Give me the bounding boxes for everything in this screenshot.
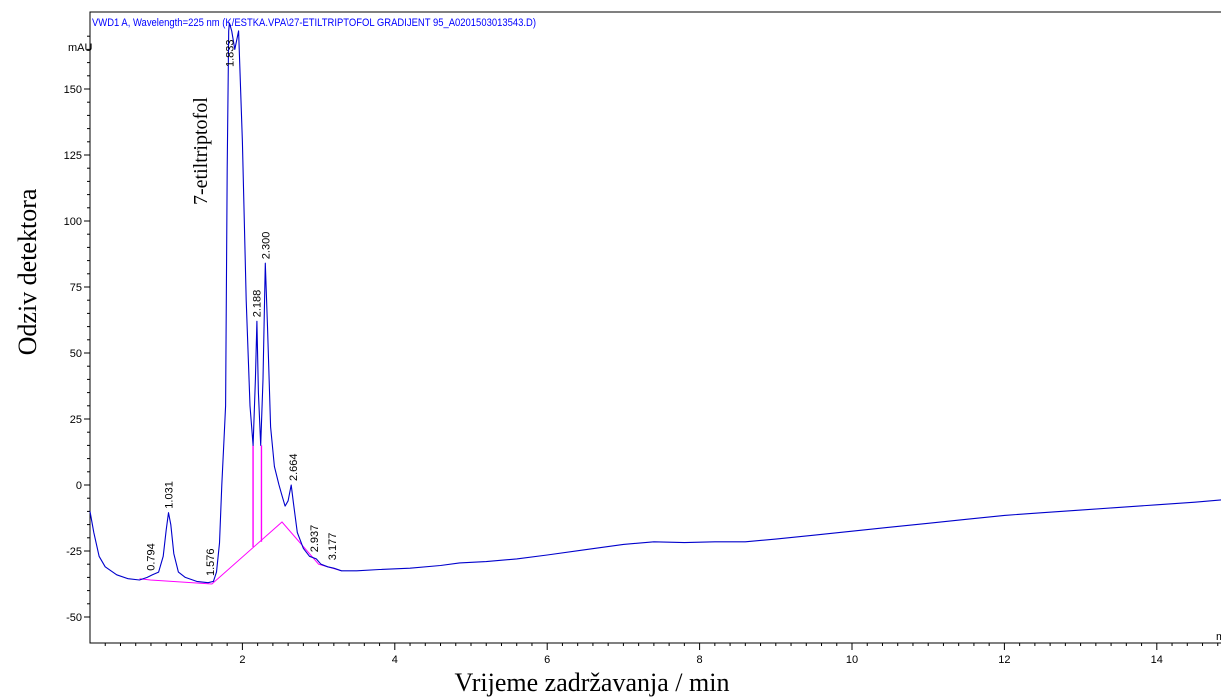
peak-label: 2.300 — [260, 232, 272, 260]
x-unit-label: m — [1216, 631, 1221, 643]
x-tick-label: 12 — [998, 654, 1010, 666]
minor-ticks — [87, 35, 1219, 646]
x-axis-ticks: 2 4 6 8 10 12 14 — [239, 643, 1163, 666]
plot-area: -50 -25 0 25 50 75 100 125 150 2 4 6 8 10 12 14 0.794 1… — [64, 11, 1221, 666]
y-axis-ticks: -50 -25 0 25 50 75 100 125 150 — [64, 84, 90, 624]
peak-label: 2.664 — [288, 453, 300, 481]
y-axis-title: Odziv detektora — [13, 188, 42, 355]
peak-label: 3.177 — [327, 533, 339, 561]
peak-annotation: 7-etiltriptofol — [190, 97, 212, 205]
x-tick-label: 8 — [697, 654, 703, 666]
y-tick-label: 75 — [70, 282, 82, 294]
peak-label: 0.794 — [146, 543, 158, 571]
y-tick-label: 25 — [70, 414, 82, 426]
x-tick-label: 2 — [239, 654, 245, 666]
peak-label: 2.937 — [309, 525, 321, 553]
peak-label: 1.031 — [164, 481, 176, 509]
y-tick-label: 100 — [64, 216, 82, 228]
peak-label: 1.576 — [205, 548, 217, 576]
axis-frame — [89, 11, 1221, 644]
integration-baseline — [139, 445, 342, 585]
x-tick-label: 10 — [846, 654, 858, 666]
x-axis-title: Vrijeme zadržavanja / min — [455, 668, 730, 697]
y-tick-label: 0 — [76, 480, 82, 492]
y-tick-label: -50 — [66, 612, 82, 624]
y-tick-label: 150 — [64, 84, 82, 96]
chart-title: VWD1 A, Wavelength=225 nm (K/ESTKA.VPA\2… — [92, 17, 536, 29]
chromatogram-trace — [89, 22, 1221, 584]
x-tick-label: 14 — [1151, 654, 1163, 666]
peak-label: 1.833 — [225, 39, 237, 67]
peak-label: 2.188 — [252, 290, 264, 318]
x-tick-label: 6 — [544, 654, 550, 666]
y-tick-label: 125 — [64, 150, 82, 162]
y-tick-label: -25 — [66, 546, 82, 558]
y-tick-label: 50 — [70, 348, 82, 360]
x-tick-label: 4 — [392, 654, 398, 666]
peak-labels: 0.794 1.031 1.576 1.833 2.188 2.300 2.664 2.937… — [146, 39, 340, 576]
y-unit-label: mAU — [68, 42, 93, 54]
chromatogram-trace-group — [89, 22, 1221, 584]
